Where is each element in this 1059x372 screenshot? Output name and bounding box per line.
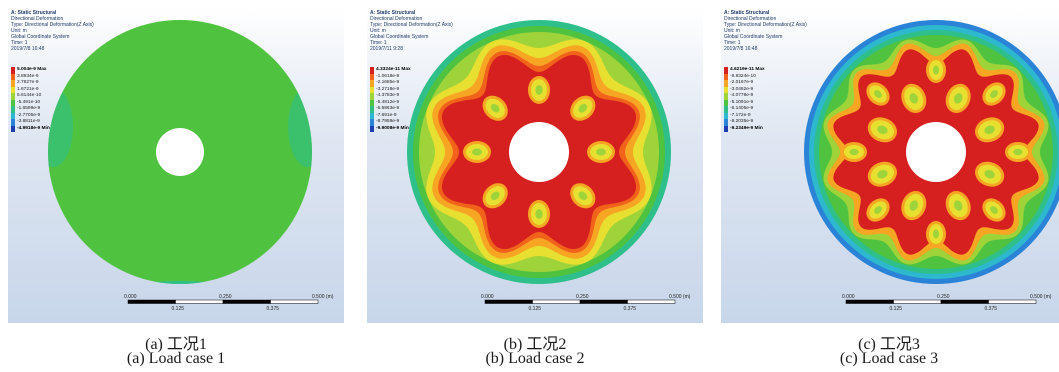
scale-label: 0.375: [985, 306, 998, 312]
scale-segment: [989, 300, 1037, 304]
caption-english: (c) Load case 3: [721, 350, 1057, 368]
fea-viewport: A: Static Structural Directional Deforma…: [8, 7, 344, 323]
panel-load-case-2: A: Static Structural Directional Deforma…: [367, 7, 703, 372]
scale-segment: [128, 300, 176, 304]
scale-label: 0.000: [481, 294, 494, 300]
scale-label: 0.250: [576, 294, 589, 300]
scale-label: 0.000: [124, 294, 137, 300]
scale-label: 0.375: [624, 306, 637, 312]
scale-label: 0.500 (m): [669, 294, 691, 300]
scale-segment: [533, 300, 581, 304]
scale-label: 0.125: [172, 306, 185, 312]
scale-bar: 0.000 0.250 0.500 (m) 0.125 0.375: [367, 7, 703, 323]
scale-segment: [628, 300, 676, 304]
scale-bar: 0.000 0.250 0.500 (m) 0.125 0.375: [721, 7, 1059, 323]
panel-load-case-1: A: Static Structural Directional Deforma…: [8, 7, 344, 372]
scale-label: 0.375: [267, 306, 280, 312]
scale-segment: [176, 300, 224, 304]
fea-viewport: A: Static Structural Directional Deforma…: [721, 7, 1059, 323]
scale-label: 0.125: [890, 306, 903, 312]
scale-bar: 0.000 0.250 0.500 (m) 0.125 0.375: [8, 7, 344, 323]
scale-segment: [271, 300, 319, 304]
caption-english: (a) Load case 1: [8, 350, 344, 368]
scale-label: 0.000: [842, 294, 855, 300]
scale-segment: [485, 300, 533, 304]
fea-viewport: A: Static Structural Directional Deforma…: [367, 7, 703, 323]
scale-label: 0.500 (m): [312, 294, 334, 300]
caption-english: (b) Load case 2: [367, 350, 703, 368]
scale-segment: [894, 300, 942, 304]
scale-label: 0.250: [937, 294, 950, 300]
scale-label: 0.250: [219, 294, 232, 300]
scale-segment: [941, 300, 989, 304]
scale-segment: [580, 300, 628, 304]
scale-label: 0.125: [529, 306, 542, 312]
scale-segment: [846, 300, 894, 304]
panel-load-case-3: A: Static Structural Directional Deforma…: [721, 7, 1057, 372]
scale-label: 0.500 (m): [1030, 294, 1052, 300]
scale-segment: [223, 300, 271, 304]
